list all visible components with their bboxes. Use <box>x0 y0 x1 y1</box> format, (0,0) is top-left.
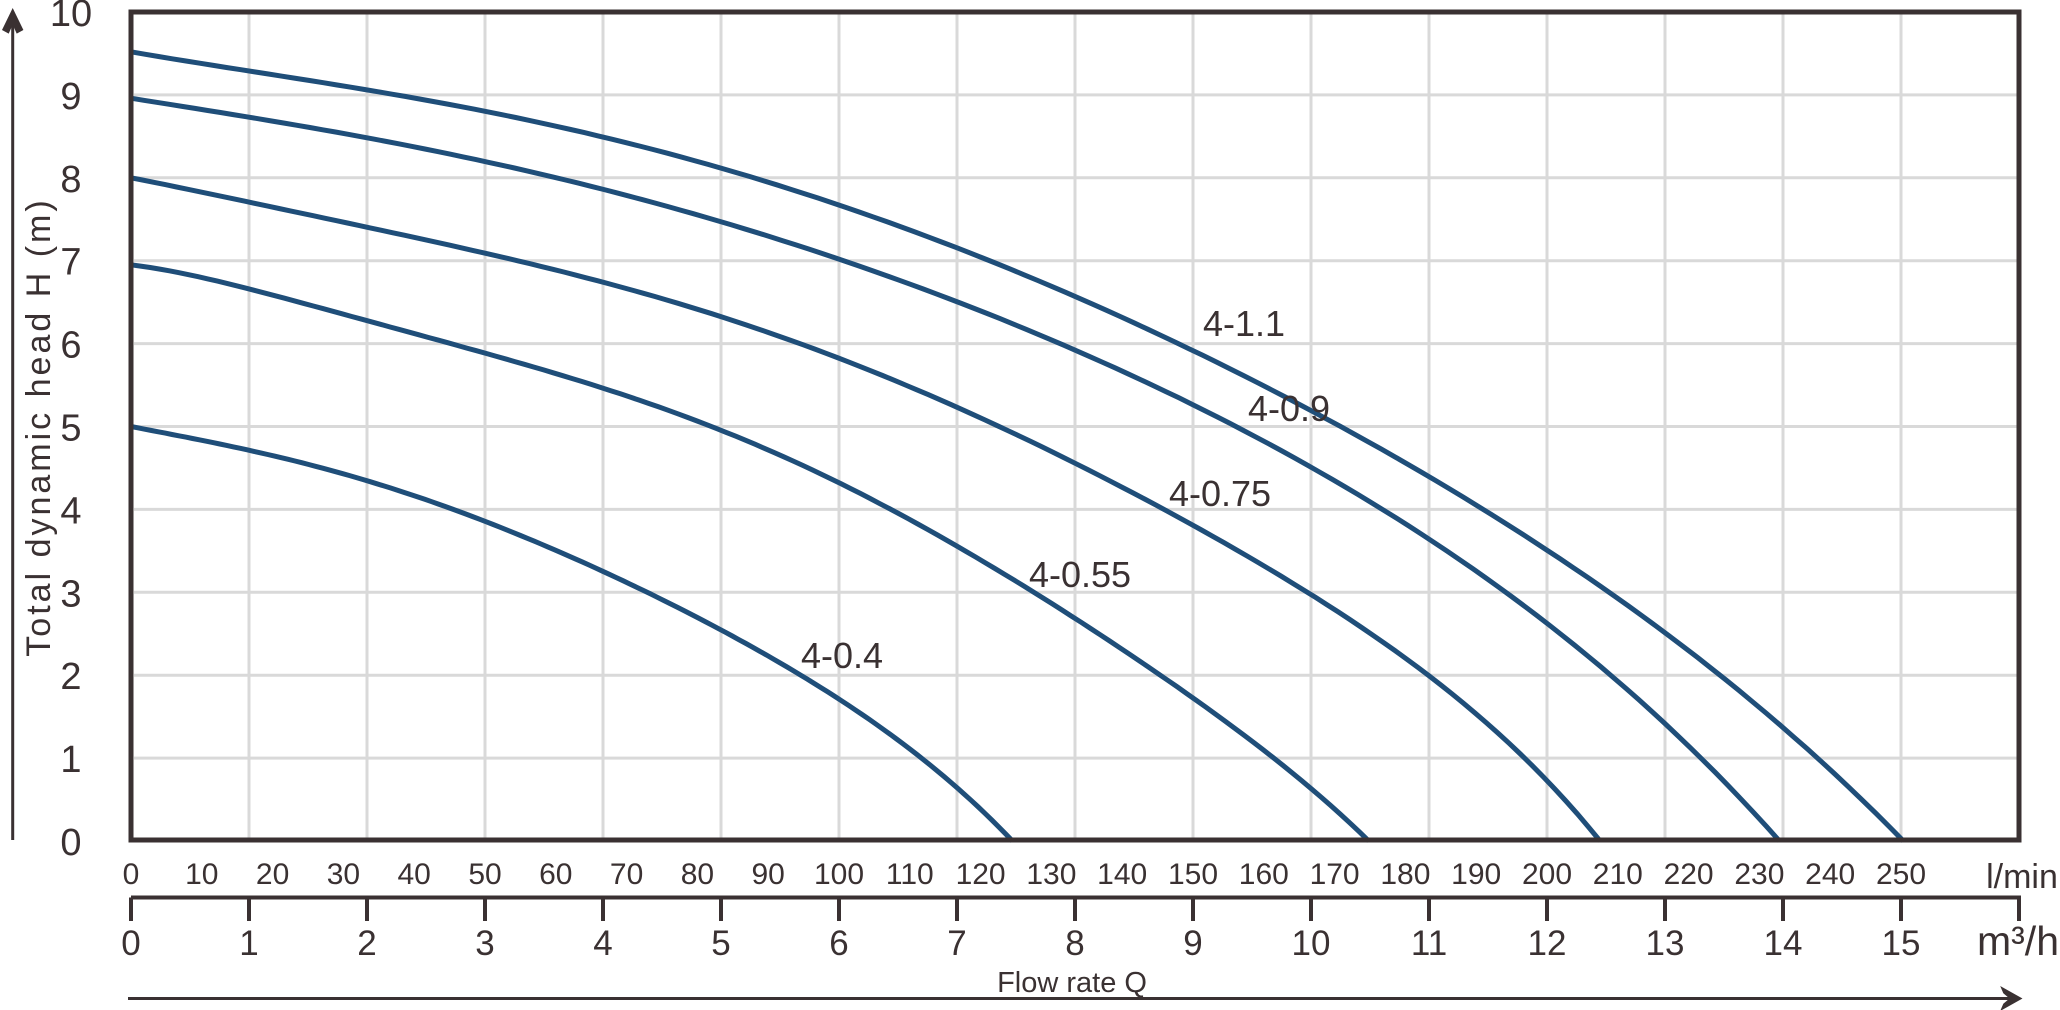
svg-text:0: 0 <box>121 924 140 963</box>
svg-text:40: 40 <box>398 858 431 891</box>
svg-text:230: 230 <box>1734 858 1784 891</box>
svg-text:5: 5 <box>711 924 730 963</box>
svg-text:12: 12 <box>1528 924 1567 963</box>
svg-text:150: 150 <box>1168 858 1218 891</box>
svg-text:110: 110 <box>886 858 934 891</box>
svg-text:4: 4 <box>593 924 612 963</box>
svg-text:Total dynamic head H (m): Total dynamic head H (m) <box>20 197 58 656</box>
svg-text:9: 9 <box>60 76 81 118</box>
svg-text:9: 9 <box>1183 924 1202 963</box>
svg-text:0: 0 <box>60 822 81 864</box>
svg-text:10: 10 <box>185 858 218 891</box>
svg-text:7: 7 <box>947 924 966 963</box>
svg-text:13: 13 <box>1646 924 1685 963</box>
svg-text:4-0.55: 4-0.55 <box>1029 554 1131 595</box>
svg-text:30: 30 <box>327 858 360 891</box>
svg-text:2: 2 <box>357 924 376 963</box>
svg-text:5: 5 <box>60 408 81 450</box>
svg-text:6: 6 <box>60 325 81 367</box>
svg-text:240: 240 <box>1805 858 1855 891</box>
svg-text:70: 70 <box>610 858 643 891</box>
svg-text:2: 2 <box>60 656 81 698</box>
svg-text:130: 130 <box>1026 858 1076 891</box>
svg-text:11: 11 <box>1411 924 1447 963</box>
svg-text:210: 210 <box>1593 858 1643 891</box>
svg-text:8: 8 <box>1065 924 1084 963</box>
svg-text:4: 4 <box>60 490 81 532</box>
svg-text:10: 10 <box>50 0 92 35</box>
svg-text:220: 220 <box>1664 858 1714 891</box>
svg-text:1: 1 <box>60 739 81 781</box>
svg-text:15: 15 <box>1882 924 1921 963</box>
svg-text:8: 8 <box>60 159 81 201</box>
svg-text:3: 3 <box>60 573 81 615</box>
svg-text:160: 160 <box>1239 858 1289 891</box>
svg-text:80: 80 <box>681 858 714 891</box>
svg-text:3: 3 <box>475 924 494 963</box>
svg-text:4-0.4: 4-0.4 <box>801 635 883 676</box>
svg-text:190: 190 <box>1451 858 1501 891</box>
svg-text:20: 20 <box>256 858 289 891</box>
svg-text:180: 180 <box>1380 858 1430 891</box>
svg-text:4-0.75: 4-0.75 <box>1169 473 1271 514</box>
svg-text:250: 250 <box>1876 858 1926 891</box>
svg-text:0: 0 <box>123 858 140 891</box>
svg-text:90: 90 <box>752 858 785 891</box>
svg-text:4-1.1: 4-1.1 <box>1203 303 1285 344</box>
svg-text:100: 100 <box>814 858 864 891</box>
svg-text:Flow rate Q: Flow rate Q <box>997 967 1147 999</box>
svg-text:10: 10 <box>1292 924 1331 963</box>
svg-text:6: 6 <box>829 924 848 963</box>
svg-text:200: 200 <box>1522 858 1572 891</box>
svg-text:4-0.9: 4-0.9 <box>1248 388 1330 429</box>
svg-text:1: 1 <box>239 924 258 963</box>
svg-text:170: 170 <box>1310 858 1360 891</box>
svg-text:m³/h: m³/h <box>1977 918 2059 964</box>
svg-text:140: 140 <box>1097 858 1147 891</box>
svg-text:7: 7 <box>60 242 81 284</box>
svg-text:l/min: l/min <box>1986 858 2058 896</box>
svg-text:60: 60 <box>539 858 572 891</box>
svg-text:14: 14 <box>1764 924 1803 963</box>
svg-text:120: 120 <box>956 858 1006 891</box>
svg-text:50: 50 <box>468 858 501 891</box>
